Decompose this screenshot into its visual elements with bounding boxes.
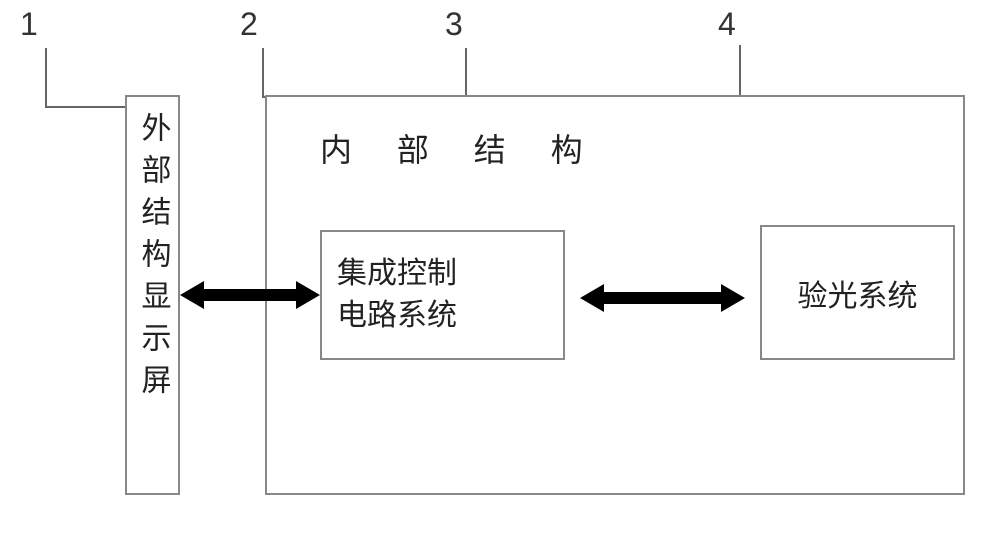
callout-line-2	[262, 48, 272, 98]
callout-number-2: 2	[240, 6, 258, 43]
integrated-control-box: 集成控制 电路系统	[320, 230, 565, 360]
bidirectional-arrow-1	[180, 275, 320, 315]
integrated-control-line1: 集成控制	[337, 253, 457, 295]
internal-structure-title: 内 部 结 构	[320, 125, 601, 171]
callout-number-1: 1	[20, 6, 38, 43]
optometry-system-box: 验光系统	[760, 225, 955, 360]
callout-number-4: 4	[718, 6, 736, 43]
bidirectional-arrow-2	[580, 278, 745, 318]
callout-number-3: 3	[445, 6, 463, 43]
integrated-control-line2: 电路系统	[337, 295, 457, 337]
callout-line-1	[45, 48, 130, 108]
optometry-system-label: 验光系统	[798, 271, 918, 315]
external-display-box: 外部结构显示屏	[125, 95, 180, 495]
external-display-label: 外部结构显示屏	[131, 112, 175, 406]
